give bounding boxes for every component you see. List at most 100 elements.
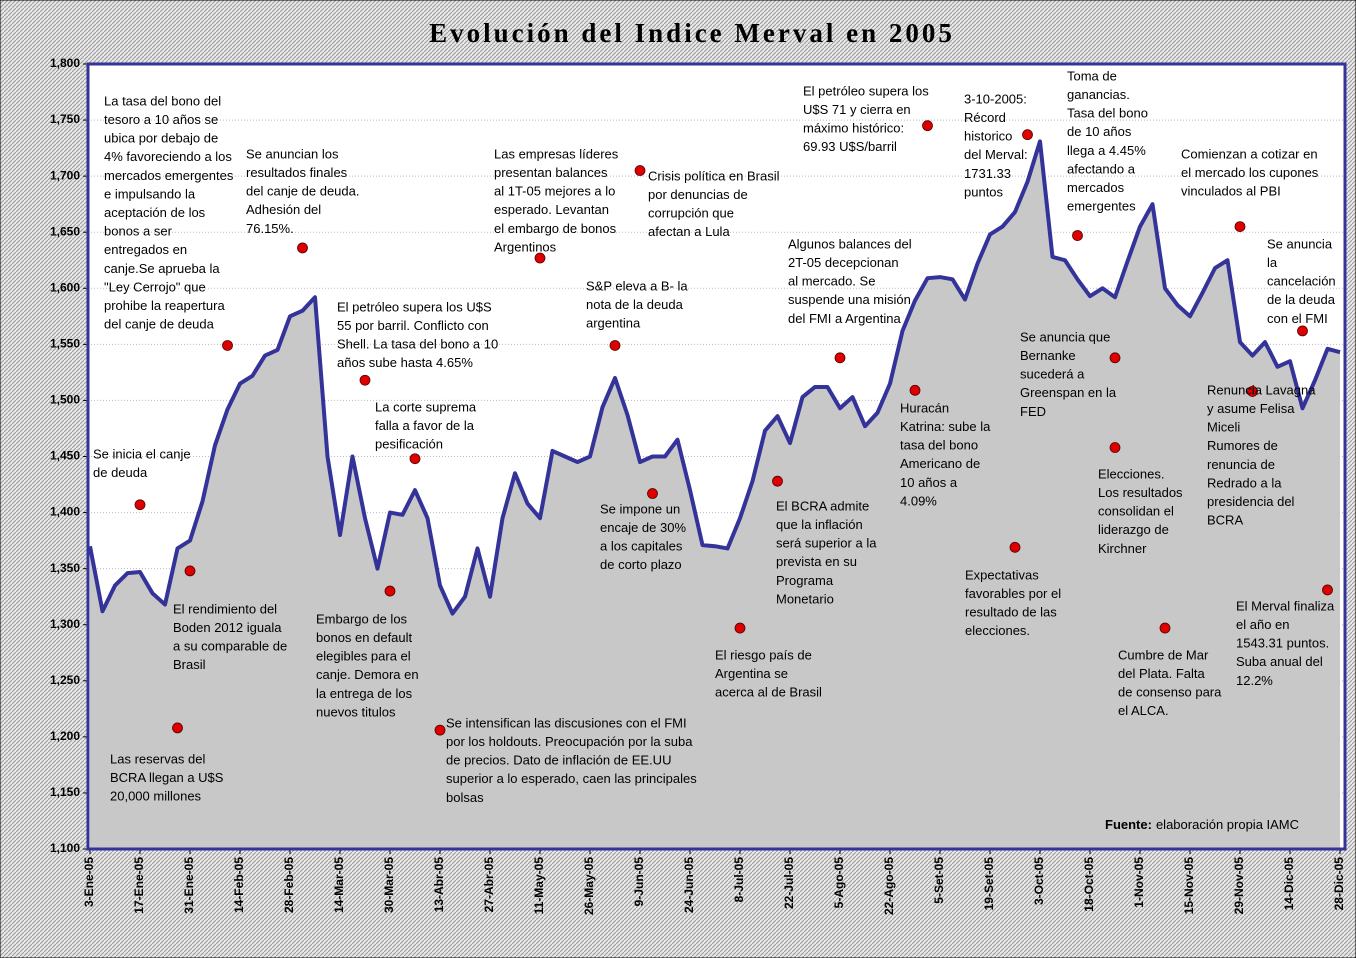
annotation-text: 20,000 millones [110, 789, 202, 804]
annotation-text: El Merval finaliza [1236, 598, 1335, 613]
y-tick-label: 1,400 [50, 505, 80, 519]
x-tick-label: 28-Dic-05 [1332, 857, 1346, 911]
annotation-text: aceptación de los [104, 205, 206, 220]
annotation-text: presentan balances [494, 165, 608, 180]
annotation-text: mercados emergentes [104, 168, 234, 183]
annotation-text: de deuda [93, 465, 148, 480]
annotation-text: al mercado. Se [788, 274, 875, 289]
annotation-text: elecciones. [965, 623, 1030, 638]
annotation-text: 4% favoreciendo a los [104, 149, 232, 164]
annotation-text: de consenso para [1118, 685, 1222, 700]
event-marker [909, 384, 921, 396]
y-tick-label: 1,200 [50, 729, 80, 743]
annotation-text: Suba anual del [1236, 654, 1323, 669]
event-marker [1109, 352, 1121, 364]
annotation-text: Las empresas líderes [494, 146, 619, 161]
annotation-text: Se anuncia [1267, 236, 1333, 251]
annotation-text: argentina [586, 316, 641, 331]
plot-frame [86, 62, 1347, 851]
y-tick-label: 1,300 [50, 617, 80, 631]
annotation-text: ganancias. [1067, 87, 1130, 102]
annotation-text: esperado. Levantan [494, 202, 609, 217]
x-tick-label: 28-Feb-05 [282, 857, 296, 913]
x-tick-label: 17-Ene-05 [132, 857, 146, 914]
annotation-text: de precios. Dato de inflación de EE.UU [446, 753, 671, 768]
x-tick-label: 1-Nov-05 [1132, 857, 1146, 908]
annotation-text: corrupción que [648, 206, 734, 221]
annotation-text: BCRA llegan a U$S [110, 770, 224, 785]
annotation-text: Se inicia el canje [93, 446, 191, 461]
annotation-text: El BCRA admite [776, 498, 869, 513]
annotation-text: el ALCA. [1118, 703, 1169, 718]
annotation-text: a su comparable de [173, 639, 287, 654]
event-marker [1247, 386, 1258, 397]
y-tick-label: 1,800 [50, 56, 80, 70]
x-tick-label: 22-Jul-05 [782, 857, 796, 909]
annotation-text: llega a 4.45% [1067, 143, 1146, 158]
annotation-text: el embargo de bonos [494, 221, 617, 236]
event-marker [409, 453, 421, 465]
x-tick-label: 3-Oct-05 [1032, 857, 1046, 905]
annotation-text: Toma de [1067, 68, 1117, 83]
annotation-text: Récord [964, 110, 1006, 125]
event-marker [297, 242, 308, 254]
annotation-text: 4.09% [900, 493, 937, 508]
annotation-text: Tasa del bono [1067, 106, 1148, 121]
annotation-text: BCRA [1207, 513, 1243, 528]
event-marker [172, 722, 183, 734]
event-marker [922, 120, 933, 132]
event-marker [184, 565, 196, 577]
annotation-text: Las reservas del [110, 751, 205, 766]
annotation-text: sucederá a [1020, 367, 1085, 382]
y-tick-label: 1,750 [50, 112, 80, 126]
annotation-text: Redrado a la [1207, 475, 1282, 490]
annotation-text: Huracán [900, 400, 949, 415]
annotation-text: de 10 años [1067, 124, 1132, 139]
x-tick-label: 22-Ago-05 [882, 857, 896, 915]
annotation-text: 1543.31 puntos. [1236, 636, 1329, 651]
y-tick-label: 1,500 [50, 393, 80, 407]
annotation-text: Elecciones. [1098, 466, 1164, 481]
annotation-text: resultados finales [246, 165, 348, 180]
event-marker [1234, 221, 1246, 233]
annotation-text: 10 años a [900, 475, 958, 490]
annotation-text: 2T-05 decepcionan [788, 255, 899, 270]
annotation-text: favorables por el [965, 586, 1061, 601]
annotation-text: de la deuda [1267, 292, 1336, 307]
y-tick-label: 1,150 [50, 785, 80, 799]
x-tick-label: 29-Nov-05 [1232, 857, 1246, 915]
event-marker [609, 340, 621, 351]
event-marker [1072, 230, 1083, 241]
y-tick-label: 1,100 [50, 841, 80, 855]
event-marker [222, 340, 233, 351]
event-marker [1022, 129, 1033, 141]
annotation-text: Shell. La tasa del bono a 10 [337, 337, 498, 352]
y-tick-label: 1,350 [50, 561, 80, 575]
annotation-text: Adhesión del [246, 202, 321, 217]
x-tick-label: 26-May-05 [582, 857, 596, 915]
event-marker [384, 585, 396, 597]
x-tick-label: 14-Mar-05 [332, 857, 346, 913]
annotation-text: prevista en su [776, 554, 857, 569]
annotation-text: nuevos titulos [316, 704, 396, 719]
annotation-text: será superior a la [776, 536, 877, 551]
annotation-text: Se impone un [600, 501, 680, 516]
annotation-text: del FMI a Argentina [788, 311, 901, 326]
annotation-text: superior a lo esperado, caen las princip… [446, 771, 697, 786]
annotation-text: El rendimiento del [173, 601, 277, 616]
annotation-text: a los capitales [600, 539, 683, 554]
annotation-text: Bernanke [1020, 348, 1076, 363]
annotation-text: bolsas [446, 790, 484, 805]
annotation-text: nota de la deuda [586, 297, 684, 312]
annotation-text: el año en [1236, 617, 1290, 632]
x-tick-label: 19-Set-05 [982, 857, 996, 911]
event-marker [134, 499, 146, 511]
annotation-text: El riesgo país de [715, 647, 812, 662]
annotation-text: La corte suprema [375, 399, 477, 414]
annotation-text: 69.93 U$S/barril [803, 139, 897, 154]
x-tick-label: 13-Abr-05 [432, 857, 446, 913]
event-marker [734, 622, 746, 634]
annotation-text: prohibe la reapertura [104, 298, 225, 313]
annotation-text: acerca al de Brasil [715, 685, 822, 700]
